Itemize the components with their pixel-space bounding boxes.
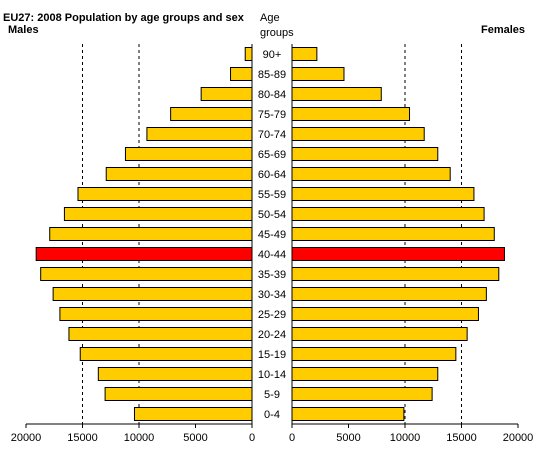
age-group-label-50-54: 50-54: [258, 209, 286, 221]
male-bar-20-24: [68, 327, 253, 341]
female-bar-25-29: [291, 307, 479, 321]
male-bar-75-79: [170, 107, 253, 121]
male-bar-80-84: [200, 87, 253, 101]
age-group-label-5-9: 5-9: [264, 389, 280, 401]
female-tick-label-15000: 15000: [446, 432, 477, 444]
age-group-label-85-89: 85-89: [258, 69, 286, 81]
age-group-label-55-59: 55-59: [258, 189, 286, 201]
male-bar-90+: [244, 47, 253, 61]
female-bar-20-24: [291, 327, 468, 341]
male-bar-15-19: [79, 347, 253, 361]
female-tick-label-20000: 20000: [503, 432, 534, 444]
male-tick-label-15000: 15000: [67, 432, 98, 444]
age-group-label-25-29: 25-29: [258, 309, 286, 321]
female-bar-70-74: [291, 127, 425, 141]
female-bar-10-14: [291, 367, 439, 381]
female-bar-65-69: [291, 147, 439, 161]
male-bar-25-29: [59, 307, 253, 321]
male-bar-65-69: [124, 147, 253, 161]
age-group-label-45-49: 45-49: [258, 229, 286, 241]
male-bar-5-9: [104, 387, 253, 401]
age-group-label-40-44: 40-44: [258, 249, 286, 261]
age-group-label-0-4: 0-4: [264, 409, 280, 421]
female-bar-80-84: [291, 87, 382, 101]
chart-title: EU27: 2008 Population by age groups and …: [3, 12, 245, 24]
male-bar-55-59: [77, 187, 253, 201]
male-bar-10-14: [97, 367, 253, 381]
age-group-label-70-74: 70-74: [258, 129, 286, 141]
male-bar-70-74: [146, 127, 253, 141]
female-bar-50-54: [291, 207, 485, 221]
age-groups-heading-line1: Age: [260, 12, 280, 24]
age-group-label-80-84: 80-84: [258, 89, 286, 101]
male-tick-label-0: 0: [249, 432, 255, 444]
female-bar-35-39: [291, 267, 500, 281]
female-bar-15-19: [291, 347, 457, 361]
male-bar-85-89: [230, 67, 253, 81]
age-group-label-35-39: 35-39: [258, 269, 286, 281]
age-group-label-30-34: 30-34: [258, 289, 286, 301]
age-group-label-90+: 90+: [263, 49, 282, 61]
females-label: Females: [481, 24, 525, 36]
male-bar-0-4: [133, 407, 253, 421]
female-bar-40-44: [291, 247, 505, 261]
female-bar-75-79: [291, 107, 411, 121]
female-bar-90+: [291, 47, 318, 61]
female-bar-5-9: [291, 387, 433, 401]
female-tick-label-5000: 5000: [336, 432, 360, 444]
age-groups-heading-line2: groups: [260, 27, 294, 39]
female-bar-55-59: [291, 187, 475, 201]
female-bar-85-89: [291, 67, 345, 81]
age-group-label-20-24: 20-24: [258, 329, 286, 341]
male-bar-50-54: [63, 207, 253, 221]
age-group-label-75-79: 75-79: [258, 109, 286, 121]
female-bar-45-49: [291, 227, 495, 241]
male-tick-label-10000: 10000: [124, 432, 155, 444]
age-labels: 0-4 5-9 10-14 15-19 20-24 25-29 30-34 35-39 40-4…: [258, 49, 286, 421]
female-bar-30-34: [291, 287, 487, 301]
age-group-label-10-14: 10-14: [258, 369, 286, 381]
axes: 0 0 5000 5000 10000 10000 15000 15000 20000 20000: [11, 44, 534, 444]
male-bar-40-44: [35, 247, 253, 261]
female-tick-label-10000: 10000: [390, 432, 421, 444]
male-bar-45-49: [49, 227, 253, 241]
male-bar-60-64: [105, 167, 253, 181]
male-bar-35-39: [40, 267, 253, 281]
male-tick-label-5000: 5000: [183, 432, 207, 444]
female-tick-label-0: 0: [289, 432, 295, 444]
male-tick-label-20000: 20000: [11, 432, 42, 444]
male-bar-30-34: [52, 287, 253, 301]
female-bar-60-64: [291, 167, 451, 181]
female-bar-0-4: [291, 407, 405, 421]
age-group-label-65-69: 65-69: [258, 149, 286, 161]
age-group-label-15-19: 15-19: [258, 349, 286, 361]
age-group-label-60-64: 60-64: [258, 169, 286, 181]
males-label: Males: [8, 24, 39, 36]
